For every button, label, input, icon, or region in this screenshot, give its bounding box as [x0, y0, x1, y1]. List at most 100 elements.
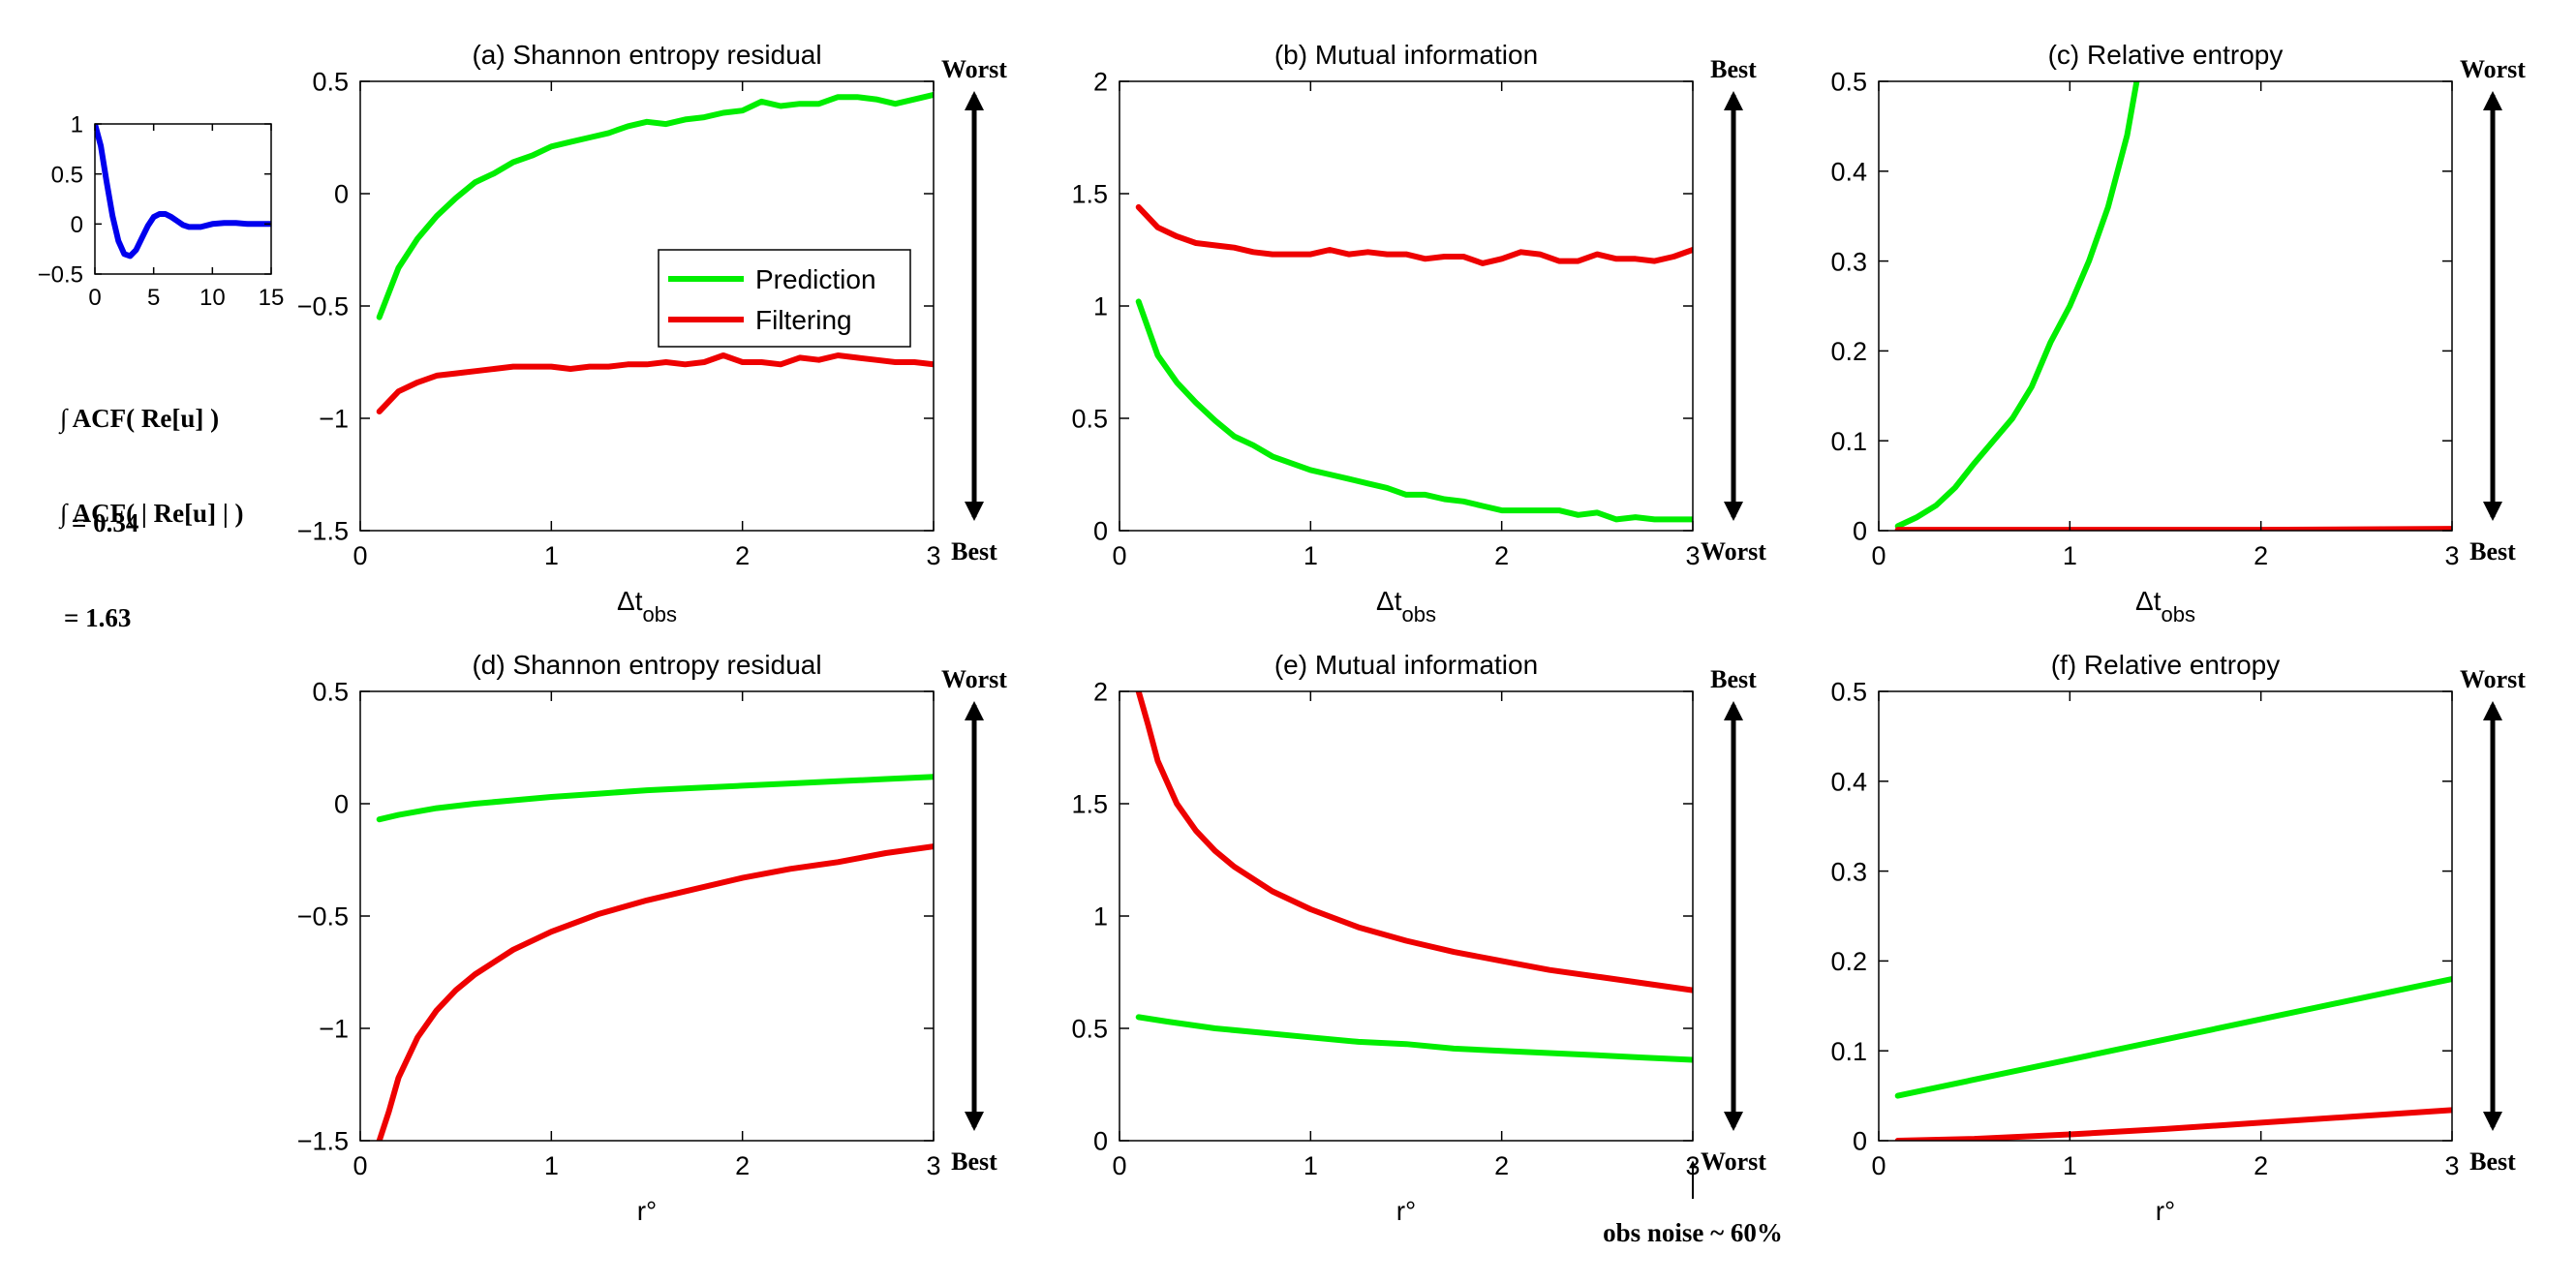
y-tick-label-b: 0.5: [1071, 405, 1108, 434]
x-tick-label-b: 1: [1303, 541, 1318, 570]
series-line-e-prediction: [1135, 1014, 1693, 1063]
noise-annotation-label: obs noise ~ 60%: [1603, 1218, 1783, 1247]
y-tick-label-c: 0.1: [1830, 427, 1867, 456]
y-tick-label-inset: 0.5: [51, 162, 83, 188]
y-tick-label-d: 0.5: [312, 678, 349, 707]
series-line-inset-acf: [95, 124, 271, 260]
y-tick-label-a: −1.5: [297, 517, 349, 546]
arrow-label-top-b: Best: [1710, 55, 1757, 83]
x-tick-label-c: 0: [1871, 541, 1886, 570]
x-axis-label-main: Δt: [1376, 586, 1402, 616]
y-tick-label-b: 1.5: [1071, 180, 1108, 209]
acf-integral-real-value: = 0.34: [72, 508, 139, 537]
arrow-label-bottom-c: Best: [2469, 537, 2516, 566]
y-tick-label-e: 1: [1093, 902, 1108, 932]
x-tick-label-d: 1: [544, 1151, 559, 1180]
series-line-c-filtering: [1894, 526, 2452, 531]
series-line-b-filtering: [1135, 203, 1693, 266]
axes-frame-inset: [94, 123, 272, 275]
arrow-label-bottom-b: Worst: [1701, 537, 1766, 566]
x-tick-label-f: 2: [2254, 1151, 2268, 1180]
y-tick-label-f: 0.2: [1830, 947, 1867, 976]
x-tick-label-inset: 5: [147, 285, 160, 311]
axes-frame-e: [1119, 690, 1694, 1142]
axes-frame-d: [359, 690, 935, 1142]
series-line-f-filtering: [1894, 1107, 2452, 1141]
x-tick-label-c: 3: [2444, 541, 2459, 570]
chart-title-d: (d) Shannon entropy residual: [472, 650, 821, 680]
x-axis-label-b: Δtobs: [1376, 586, 1436, 627]
x-tick-label-inset: 0: [88, 285, 101, 311]
y-tick-label-b: 2: [1093, 68, 1108, 97]
x-axis-label-main: Δt: [2135, 586, 2162, 616]
series-line-a-prediction: [376, 91, 934, 321]
y-tick-label-c: 0.4: [1830, 158, 1867, 187]
series-line-d-prediction: [376, 774, 934, 823]
chart-title-b: (b) Mutual information: [1274, 40, 1538, 70]
x-axis-label-f: r°: [2156, 1196, 2176, 1226]
x-axis-label-d: r°: [637, 1196, 658, 1226]
arrow-label-top-e: Best: [1710, 665, 1757, 693]
x-tick-label-b: 0: [1112, 541, 1126, 570]
y-tick-label-f: 0: [1853, 1127, 1867, 1156]
x-axis-label-main: Δt: [617, 586, 643, 616]
series-line-b-prediction: [1135, 298, 1693, 523]
x-axis-label-a: Δtobs: [617, 586, 677, 627]
y-tick-label-e: 0.5: [1071, 1015, 1108, 1044]
acf-integral-real: ∫ ACF( Re[u] ) = 0.34: [60, 331, 219, 575]
x-tick-label-a: 3: [926, 541, 940, 570]
chart-b: 0 1 2 3 0 0.5 1 1.5 2 (b) Mutual information Δtobs…: [1071, 40, 1766, 627]
acf-integral-abs-value: = 1.63: [64, 603, 132, 632]
arrow-label-top-d: Worst: [941, 665, 1007, 693]
y-tick-label-c: 0.2: [1830, 337, 1867, 366]
chart-inset: 0 5 10 15−0.500.51: [38, 112, 285, 311]
x-axis-label-sub: obs: [1402, 602, 1436, 627]
chart-title-a: (a) Shannon entropy residual: [472, 40, 821, 70]
x-tick-label-inset: 10: [199, 285, 226, 311]
axes-frame-c: [1878, 80, 2453, 532]
x-tick-label-d: 0: [353, 1151, 367, 1180]
series-line-e-filtering: [1135, 691, 1693, 994]
x-tick-label-c: 2: [2254, 541, 2268, 570]
series-line-f-prediction: [1894, 976, 2452, 1099]
x-tick-label-a: 0: [353, 541, 367, 570]
y-tick-label-d: −1.5: [297, 1127, 349, 1156]
y-tick-label-b: 1: [1093, 292, 1108, 321]
y-tick-label-e: 1.5: [1071, 790, 1108, 819]
x-tick-label-f: 1: [2063, 1151, 2077, 1180]
arrow-label-top-f: Worst: [2460, 665, 2526, 693]
y-tick-label-inset: 1: [71, 112, 83, 138]
chart-title-c: (c) Relative entropy: [2048, 40, 2284, 70]
chart-title-f: (f) Relative entropy: [2051, 650, 2281, 680]
x-tick-label-c: 1: [2063, 541, 2077, 570]
y-tick-label-a: −1: [319, 405, 349, 434]
arrow-label-bottom-e: Worst: [1701, 1147, 1766, 1176]
acf-integral-abs-expr: ∫ ACF( | Re[u] | ): [60, 499, 244, 528]
x-tick-label-e: 2: [1494, 1151, 1509, 1180]
y-tick-label-f: 0.1: [1830, 1037, 1867, 1066]
x-tick-label-e: 1: [1303, 1151, 1318, 1180]
y-tick-label-e: 0: [1093, 1127, 1108, 1156]
x-axis-label-sub: obs: [643, 602, 677, 627]
legend-label-prediction: Prediction: [755, 264, 876, 294]
y-tick-label-a: −0.5: [297, 292, 349, 321]
y-tick-label-d: −0.5: [297, 902, 349, 932]
y-tick-label-inset: 0: [71, 212, 83, 238]
x-tick-label-b: 3: [1685, 541, 1700, 570]
x-axis-label-main: r°: [1396, 1196, 1417, 1226]
x-tick-label-e: 0: [1112, 1151, 1126, 1180]
x-tick-label-d: 3: [926, 1151, 940, 1180]
arrow-label-top-c: Worst: [2460, 55, 2526, 83]
y-tick-label-c: 0.3: [1830, 247, 1867, 276]
y-tick-label-f: 0.4: [1830, 768, 1867, 797]
y-tick-label-d: 0: [334, 790, 349, 819]
x-tick-label-inset: 15: [259, 285, 285, 311]
legend-a: Prediction Filtering: [658, 249, 911, 348]
y-tick-label-c: 0: [1853, 517, 1867, 546]
series-line-c-prediction: [1894, 81, 2140, 530]
x-tick-label-b: 2: [1494, 541, 1509, 570]
x-tick-label-f: 3: [2444, 1151, 2459, 1180]
y-tick-label-d: −1: [319, 1015, 349, 1044]
y-tick-label-e: 2: [1093, 678, 1108, 707]
